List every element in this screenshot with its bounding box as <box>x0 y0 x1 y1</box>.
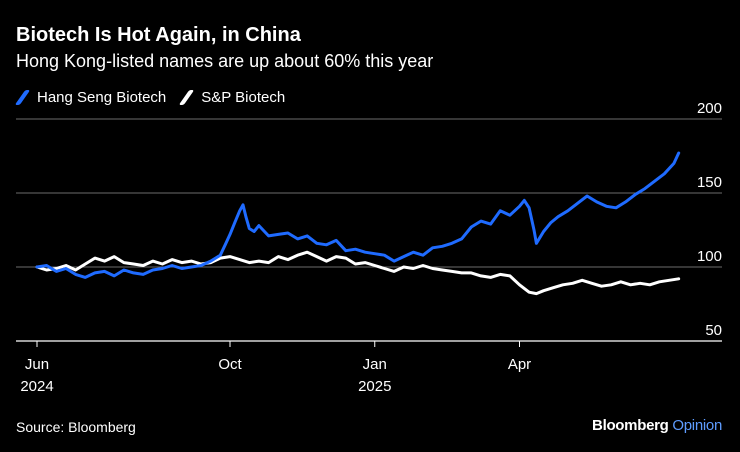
x-tick-label-apr: Apr <box>508 356 531 373</box>
legend-label-hang-seng: Hang Seng Biotech <box>37 89 167 106</box>
legend-label-sp: S&P Biotech <box>201 89 286 106</box>
legend-item-sp: S&P Biotech <box>179 89 286 106</box>
brand-accent: Opinion <box>672 417 722 434</box>
chart-title: Biotech Is Hot Again, in China <box>16 24 301 46</box>
chart-subtitle: Hong Kong-listed names are up about 60% … <box>16 51 434 71</box>
brand-main: Bloomberg <box>592 417 669 434</box>
chart-legend: Hang Seng Biotech S&P Biotech <box>14 89 299 106</box>
series-line-hang-seng <box>35 151 681 279</box>
x-tick-year-2025: 2025 <box>358 378 391 395</box>
source-note: Source: Bloomberg <box>16 419 136 435</box>
legend-item-hang-seng: Hang Seng Biotech <box>14 89 167 106</box>
x-tick-year-2024: 2024 <box>20 378 53 395</box>
brand-logo: Bloomberg Opinion <box>592 417 722 434</box>
series-line-sp <box>35 250 681 296</box>
x-tick-label-oct: Oct <box>218 356 242 373</box>
y-tick-label-200: 200 <box>697 100 722 117</box>
x-tick-label-jan: Jan <box>363 356 387 373</box>
y-tick-label-50: 50 <box>705 322 722 339</box>
y-tick-label-100: 100 <box>697 248 722 265</box>
x-tick-label-jun: Jun <box>25 356 49 373</box>
y-tick-label-150: 150 <box>697 174 722 191</box>
